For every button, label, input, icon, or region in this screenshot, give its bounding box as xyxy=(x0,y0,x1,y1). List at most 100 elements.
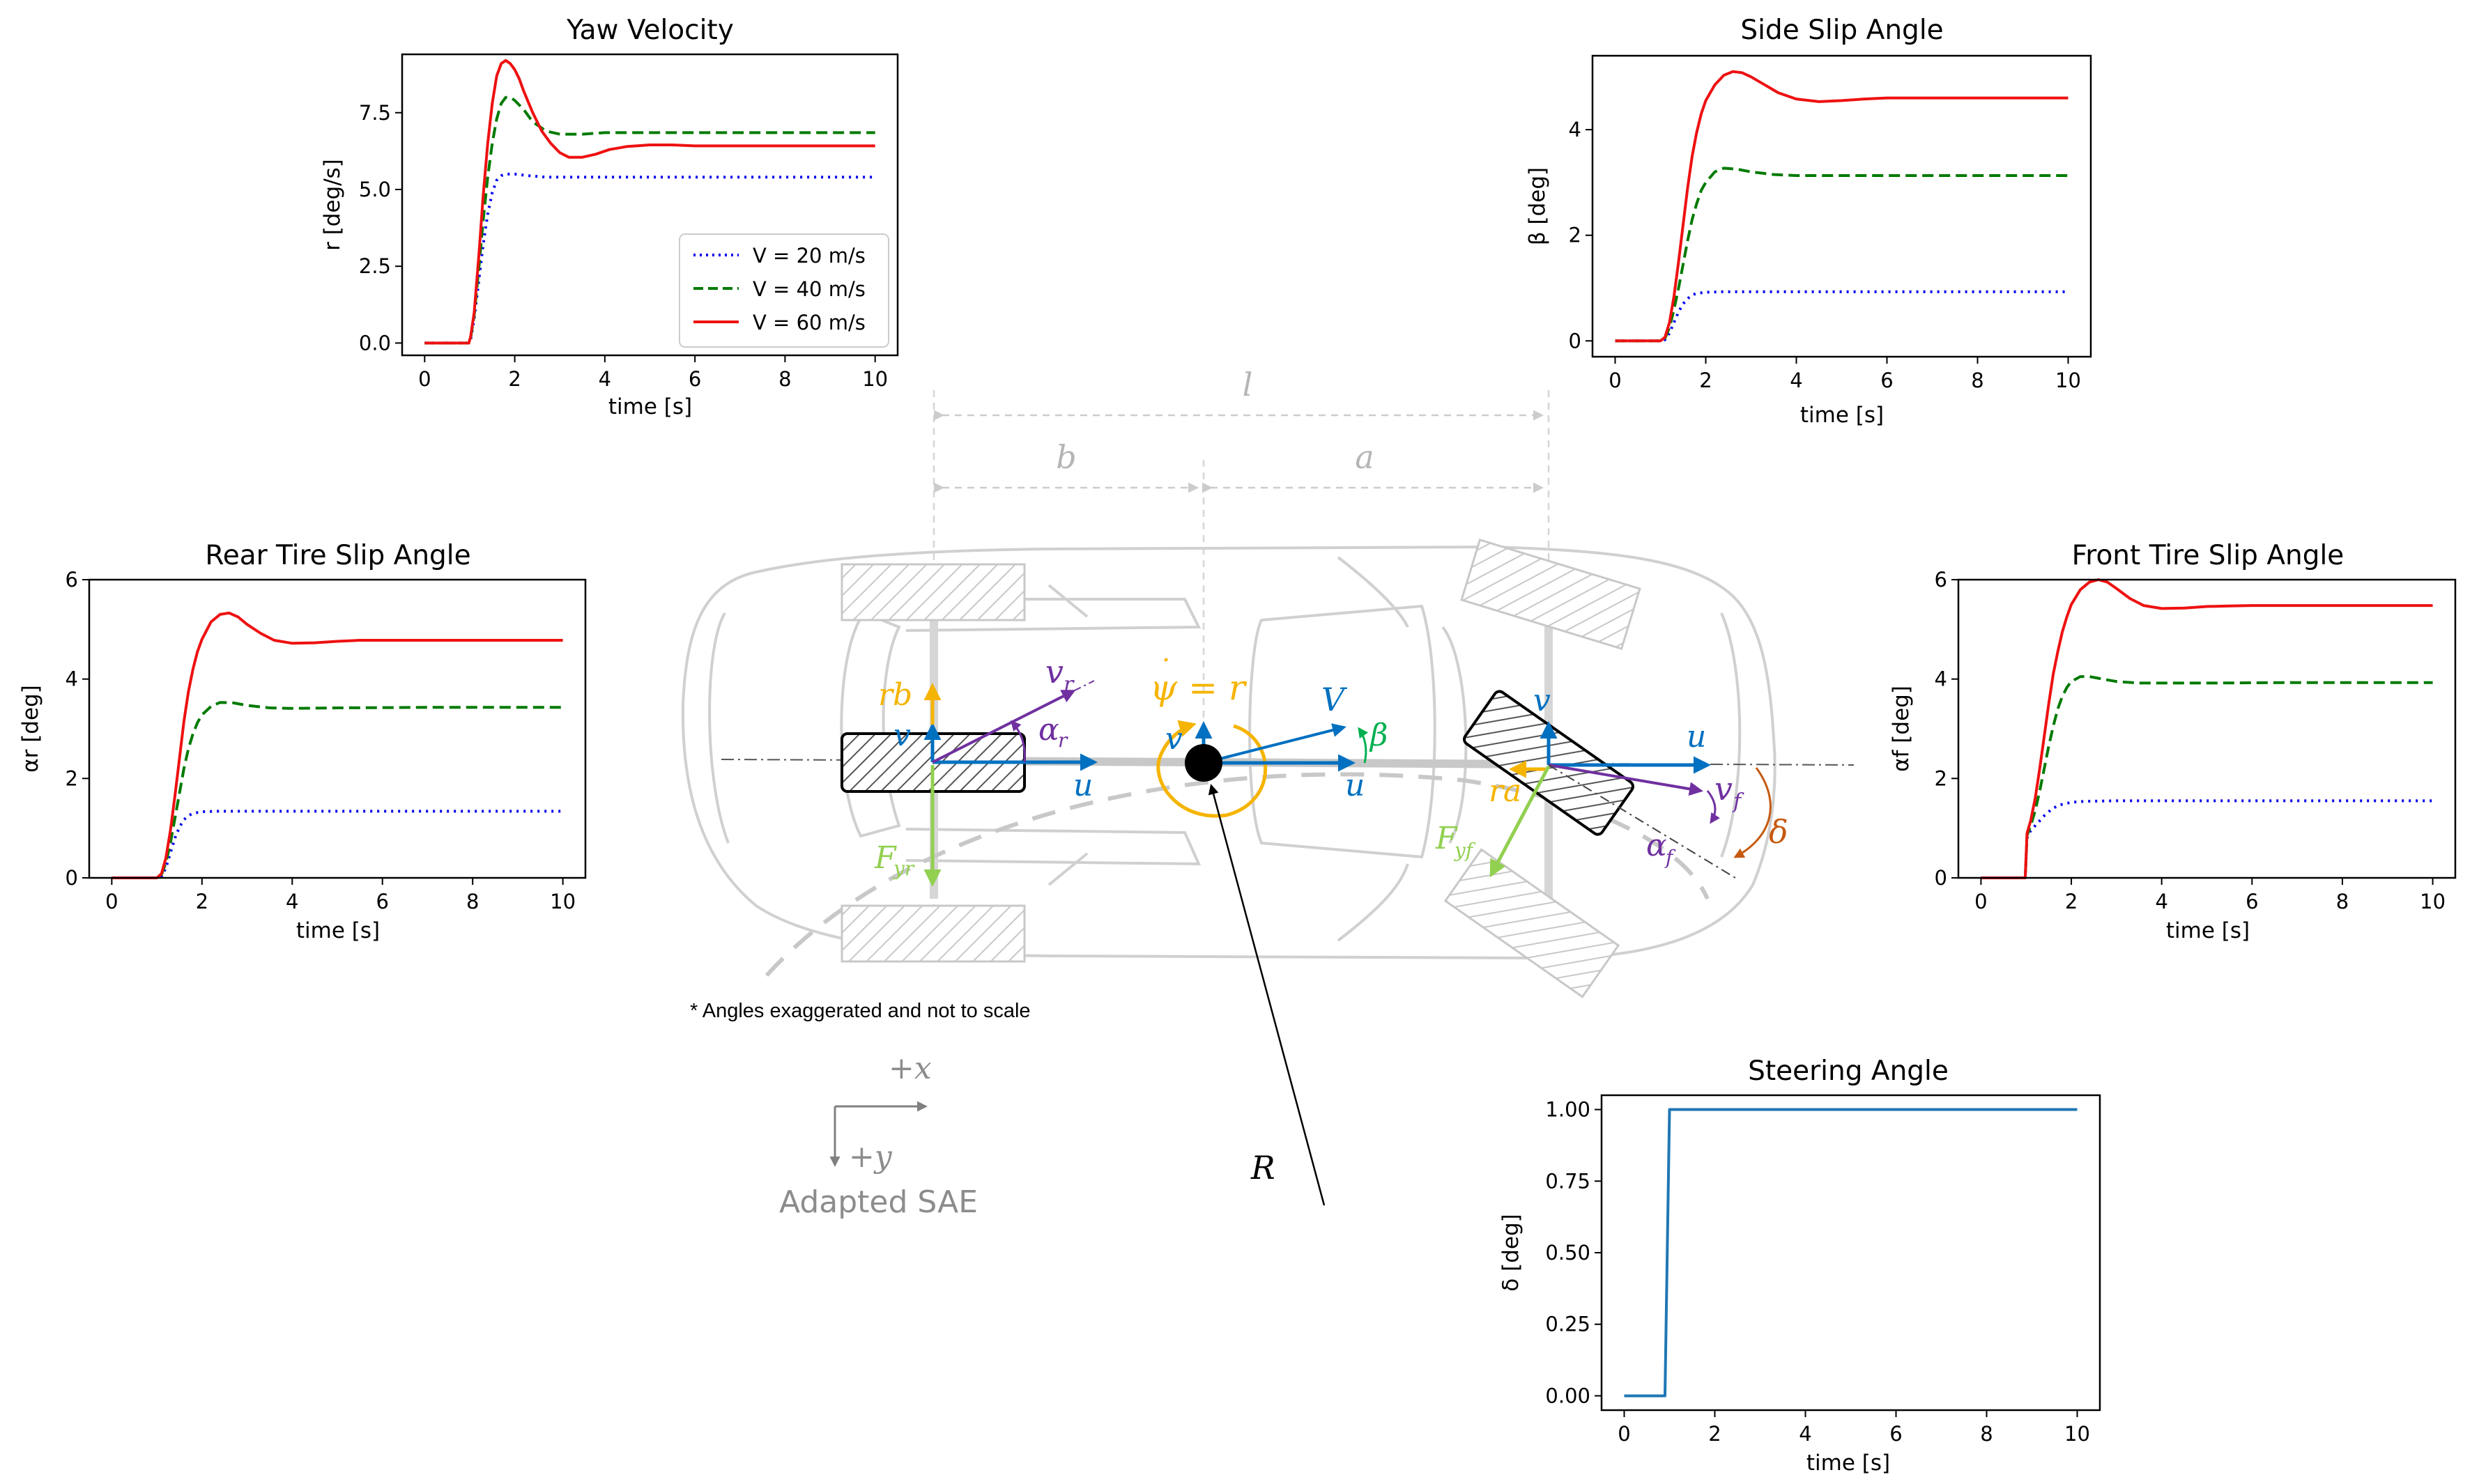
chart-title: Front Tire Slip Angle xyxy=(2072,540,2344,571)
y-tick-label: 2.5 xyxy=(359,254,391,278)
x-axis-label: time [s] xyxy=(608,394,692,419)
front-vf-label: v f xyxy=(1714,770,1744,814)
front-vf-arrow xyxy=(1548,764,1703,796)
series-line-1 xyxy=(1981,675,2433,879)
x-ticks: 0 2 4 6 8 10 xyxy=(105,878,576,913)
x-tick-label: 10 xyxy=(550,890,576,913)
beta-label: β xyxy=(1369,718,1388,753)
y-tick-label: 0.00 xyxy=(1545,1384,1590,1407)
y-tick-label: 0 xyxy=(66,866,78,890)
x-tick-label: 0 xyxy=(1618,1422,1630,1446)
center-of-gravity xyxy=(1185,744,1222,782)
legend-box xyxy=(679,233,889,348)
yaw-rate-label: ψ = r ˙ xyxy=(1150,654,1248,708)
y-tick-label: 4 xyxy=(1935,667,1947,691)
y-ticks: 0 2 4 6 xyxy=(66,568,89,890)
x-tick-label: 10 xyxy=(862,367,888,391)
scale-note: * Angles exaggerated and not to scale xyxy=(690,1000,1031,1022)
x-tick-label: 4 xyxy=(1799,1422,1811,1446)
series-line-2 xyxy=(112,611,563,879)
rear-rb-label: rb xyxy=(878,677,912,713)
series-line-1 xyxy=(1615,167,2069,343)
svg-text:α: α xyxy=(1646,828,1667,863)
chart-title: Side Slip Angle xyxy=(1740,15,1943,46)
x-ticks: 0 2 4 6 8 10 xyxy=(418,355,888,391)
x-tick-label: 8 xyxy=(1980,1422,1993,1446)
x-axis-label: time [s] xyxy=(1806,1451,1890,1476)
svg-text:yr: yr xyxy=(892,857,915,880)
y-axis-label: β [deg] xyxy=(1525,167,1550,245)
y-axis-label: αr [deg] xyxy=(18,685,43,773)
x-tick-label: 0 xyxy=(105,890,118,913)
x-tick-label: 10 xyxy=(2420,890,2446,913)
front-ra-label: ra xyxy=(1489,773,1521,809)
cg-v-label: v xyxy=(1165,721,1183,757)
coordinate-axes: +x +y Adapted SAE xyxy=(779,1051,978,1220)
y-ticks: 0.00 0.25 0.50 0.75 1.00 xyxy=(1545,1098,1602,1407)
y-tick-label: 2 xyxy=(66,766,78,790)
x-tick-label: 10 xyxy=(2055,369,2081,392)
y-axis-label: δ [deg] xyxy=(1498,1214,1524,1291)
wheelbase-label: l xyxy=(1243,366,1253,403)
series-line-1 xyxy=(112,701,563,879)
svg-text:F: F xyxy=(874,840,897,876)
series-line-2 xyxy=(1615,70,2069,343)
x-ticks: 0 2 4 6 8 10 xyxy=(1609,357,2081,392)
x-ticks: 0 2 4 6 8 10 xyxy=(1974,878,2446,913)
x-tick-label: 0 xyxy=(418,367,431,391)
front-right-wheel xyxy=(1443,848,1620,998)
svg-text:F: F xyxy=(1435,821,1458,856)
y-tick-label: 5.0 xyxy=(359,178,391,201)
delta-arc xyxy=(1733,767,1772,858)
svg-text:v: v xyxy=(1045,653,1064,690)
rear-right-wheel xyxy=(841,904,1026,963)
x-tick-label: 2 xyxy=(1708,1422,1721,1446)
x-tick-label: 4 xyxy=(2155,890,2167,913)
y-ticks: 0 2 4 6 xyxy=(1935,568,1958,890)
y-tick-label: 1.00 xyxy=(1545,1098,1590,1122)
plot-lines xyxy=(1981,578,2433,879)
cg-velocity-label: V xyxy=(1321,681,1348,718)
series-line-0 xyxy=(112,810,563,879)
series-line-2 xyxy=(424,59,875,345)
y-axis-text: +y xyxy=(849,1139,893,1175)
y-axis-label: r [deg/s] xyxy=(320,159,345,251)
cg-u-label: u xyxy=(1345,768,1365,803)
x-tick-label: 8 xyxy=(778,367,791,391)
x-axis-label: time [s] xyxy=(296,918,380,943)
turning-path xyxy=(765,772,1710,977)
chart-legend: V = 20 m/s V = 40 m/s V = 60 m/s xyxy=(679,233,889,348)
y-tick-label: 4 xyxy=(66,667,78,691)
series-line-0 xyxy=(1981,799,2433,879)
cg-velocity-arrow xyxy=(1203,723,1346,764)
chart-title: Rear Tire Slip Angle xyxy=(205,540,470,571)
x-tick-label: 6 xyxy=(689,367,701,391)
y-tick-label: 0.25 xyxy=(1545,1313,1590,1336)
alpha-f-label: α f xyxy=(1646,828,1676,869)
x-tick-label: 10 xyxy=(2064,1422,2090,1446)
series-line-0 xyxy=(1624,1108,2078,1398)
x-tick-label: 8 xyxy=(1971,369,1983,392)
rear-vr-label: v r xyxy=(1045,653,1075,697)
legend-entry-20: V = 20 m/s xyxy=(753,244,866,268)
y-tick-label: 4 xyxy=(1569,118,1581,141)
plot-frame xyxy=(1600,1094,2101,1412)
car-outline xyxy=(681,545,1776,960)
x-tick-label: 6 xyxy=(2246,890,2258,913)
y-axis-label: αf [deg] xyxy=(1889,686,1914,772)
y-tick-label: 0.0 xyxy=(359,331,391,355)
x-tick-label: 2 xyxy=(2065,890,2078,913)
series-line-0 xyxy=(1615,290,2069,343)
dimension-arrows xyxy=(934,410,1544,493)
front-u-label: u xyxy=(1687,719,1706,755)
alpha-r-arc xyxy=(1011,720,1026,763)
alpha-f-arc xyxy=(1706,790,1720,824)
svg-text:f: f xyxy=(1732,789,1744,814)
x-tick-label: 4 xyxy=(599,367,611,391)
plot-frame xyxy=(401,53,899,357)
coordinate-caption: Adapted SAE xyxy=(779,1184,978,1220)
x-tick-label: 2 xyxy=(196,890,208,913)
plot-frame xyxy=(1957,578,2457,879)
y-tick-label: 6 xyxy=(1935,568,1947,592)
front-distance-label: a xyxy=(1355,438,1374,476)
